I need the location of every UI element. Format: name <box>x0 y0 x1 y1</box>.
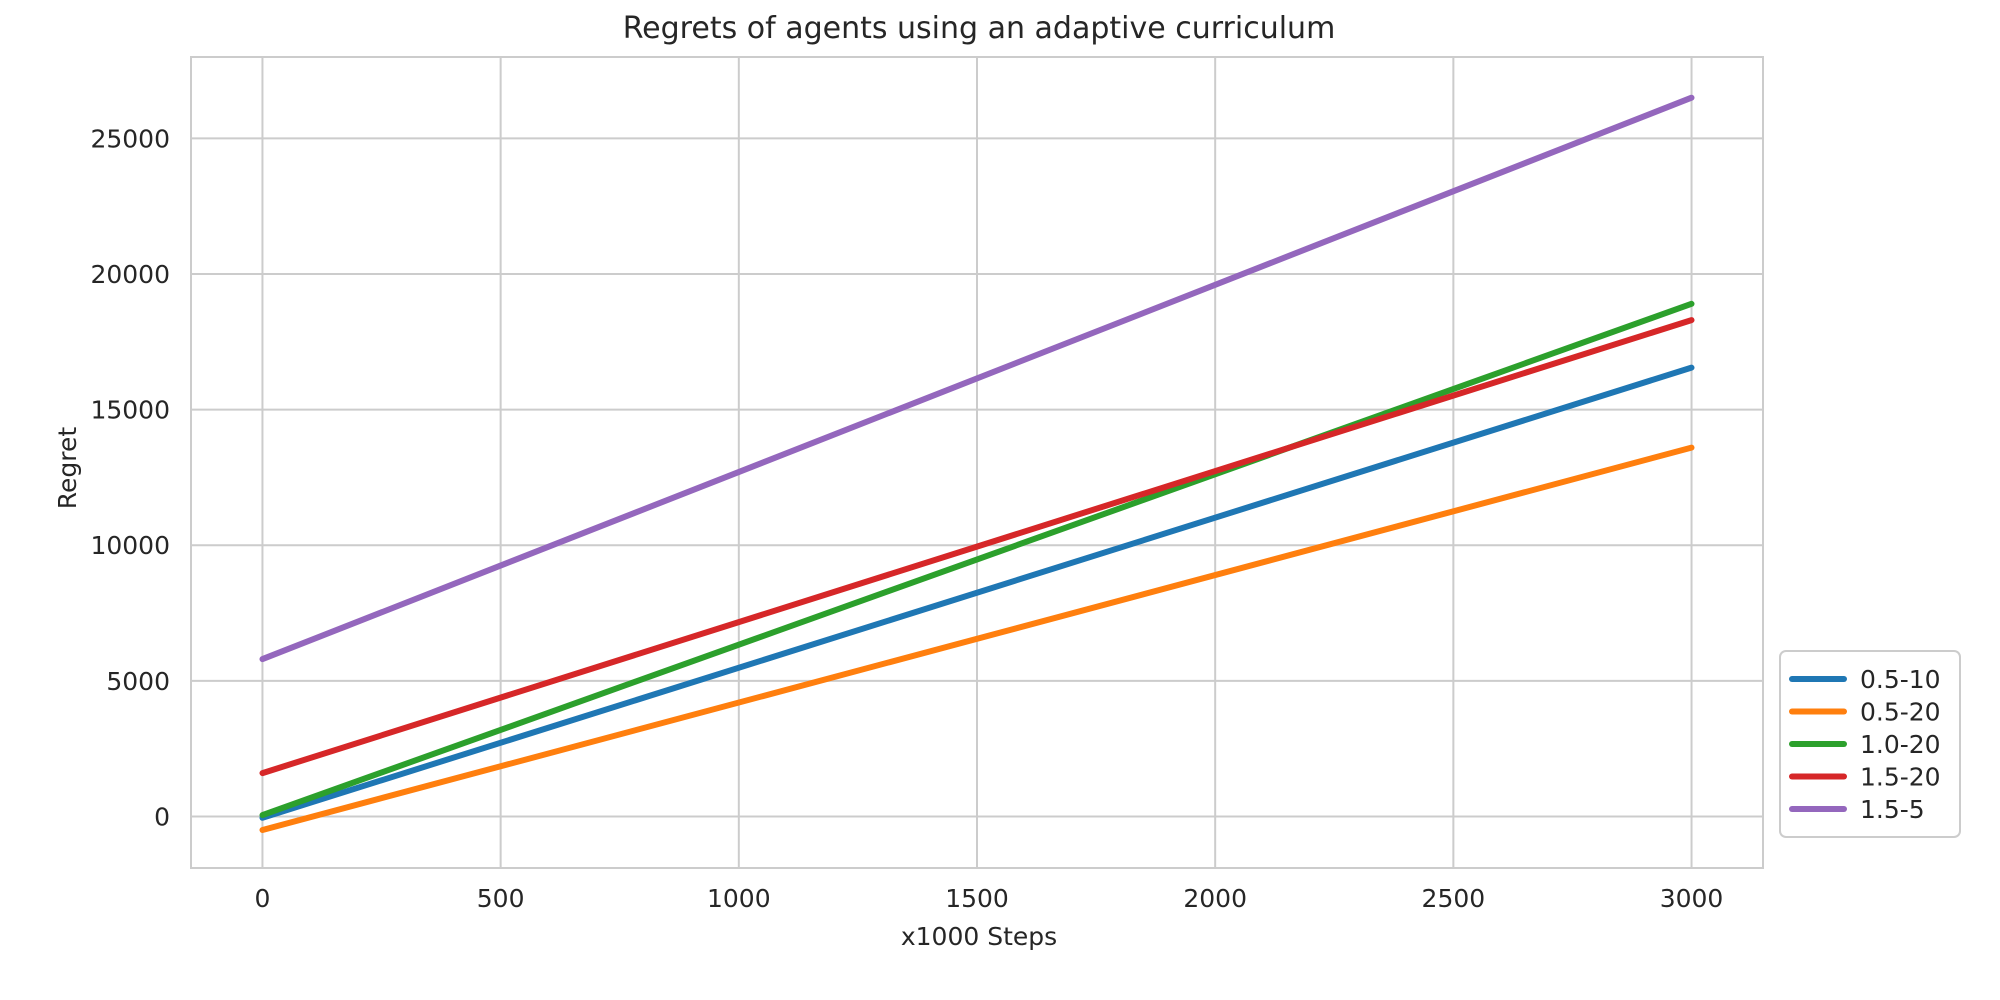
y-tick-label: 20000 <box>90 260 170 289</box>
legend: 0.5-10 0.5-20 1.0-20 1.5-20 1.5-5 <box>1779 650 1961 838</box>
legend-label: 1.0-20 <box>1860 730 1941 759</box>
series-line-1.5-5 <box>259 94 1695 663</box>
legend-label: 1.5-5 <box>1860 795 1925 824</box>
series-line-0.5-10 <box>259 364 1695 821</box>
chart-title: Regrets of agents using an adaptive curr… <box>623 11 1336 46</box>
y-tick-label: 0 <box>154 802 170 831</box>
y-tick-label: 10000 <box>90 531 170 560</box>
series-line-1.0-20 <box>259 300 1695 819</box>
legend-label: 0.5-10 <box>1860 665 1941 694</box>
x-tick-label: 2000 <box>1183 884 1247 913</box>
x-tick-label: 500 <box>477 884 525 913</box>
x-tick-label: 2500 <box>1422 884 1486 913</box>
legend-label: 0.5-20 <box>1860 698 1941 727</box>
y-tick-label: 5000 <box>106 667 170 696</box>
plot-frame <box>190 56 1764 869</box>
legend-box <box>1779 650 1961 838</box>
y-tick-label: 25000 <box>90 124 170 153</box>
x-tick-label: 3000 <box>1660 884 1724 913</box>
legend-label: 1.5-20 <box>1860 763 1941 792</box>
y-tick-label: 15000 <box>90 396 170 425</box>
x-tick-label: 0 <box>255 884 271 913</box>
series-line-0.5-20 <box>259 444 1695 833</box>
x-axis-ticks: 0 500 1000 1500 2000 2500 3000 <box>255 884 1724 913</box>
y-axis-ticks: 0 5000 10000 15000 20000 25000 <box>90 124 170 831</box>
series-group <box>259 94 1695 833</box>
series-line-1.5-20 <box>259 317 1695 777</box>
x-tick-label: 1500 <box>945 884 1009 913</box>
x-axis-label: x1000 Steps <box>901 922 1057 951</box>
y-axis-label: Regret <box>53 427 82 510</box>
x-tick-label: 1000 <box>707 884 771 913</box>
grid <box>191 57 1763 868</box>
